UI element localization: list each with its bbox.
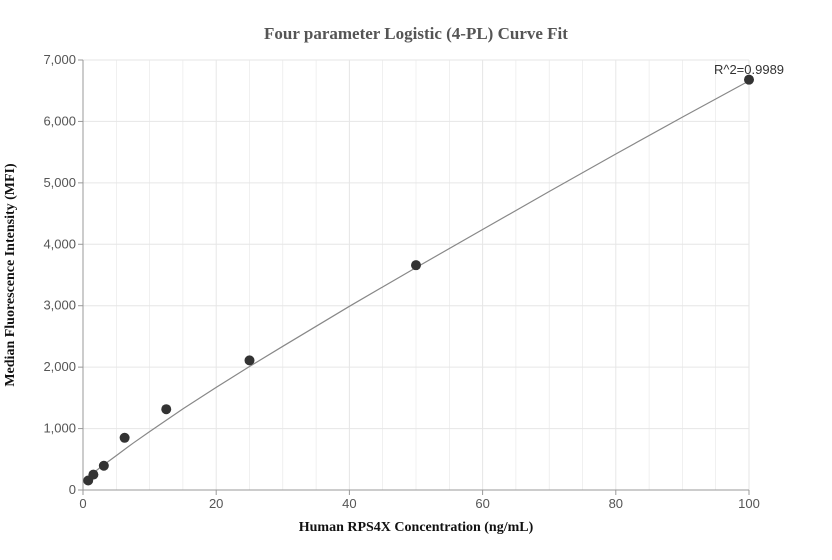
data-point [98, 460, 109, 471]
x-tick-label: 80 [609, 496, 623, 511]
axes [78, 59, 750, 495]
x-tick-label: 60 [475, 496, 489, 511]
y-tick-label: 3,000 [43, 298, 76, 313]
y-axis-title: Median Fluorescence Intensity (MFI) [3, 163, 18, 387]
r-squared-annotation: R^2=0.9989 [714, 62, 784, 77]
fit-curve-group [87, 80, 750, 478]
grid [82, 59, 750, 491]
data-point [744, 74, 754, 85]
x-tick-label: 20 [209, 496, 223, 511]
x-tick-labels: 0 20 40 60 80 100 [79, 496, 759, 511]
y-tick-label: 7,000 [43, 52, 76, 67]
y-tick-label: 2,000 [43, 359, 76, 374]
x-axis-title: Human RPS4X Concentration (ng/mL) [299, 520, 534, 535]
data-points [83, 74, 754, 486]
x-tick-label: 100 [738, 496, 760, 511]
data-point [244, 355, 255, 366]
y-tick-label: 4,000 [43, 236, 76, 251]
y-tick-label: 6,000 [43, 113, 76, 128]
data-point [411, 260, 421, 271]
data-point [119, 432, 130, 443]
data-point [88, 469, 99, 480]
x-tick-label: 0 [79, 496, 86, 511]
y-tick-label: 1,000 [43, 421, 76, 436]
data-point [161, 404, 172, 415]
y-tick-label: 5,000 [43, 175, 76, 190]
chart-title: Four parameter Logistic (4-PL) Curve Fit [264, 24, 568, 43]
fit-curve [87, 80, 750, 478]
y-tick-label: 0 [69, 482, 76, 497]
y-tick-labels: 0 1,000 2,000 3,000 4,000 5,000 6,000 7,000 [43, 52, 76, 497]
x-tick-label: 40 [342, 496, 356, 511]
